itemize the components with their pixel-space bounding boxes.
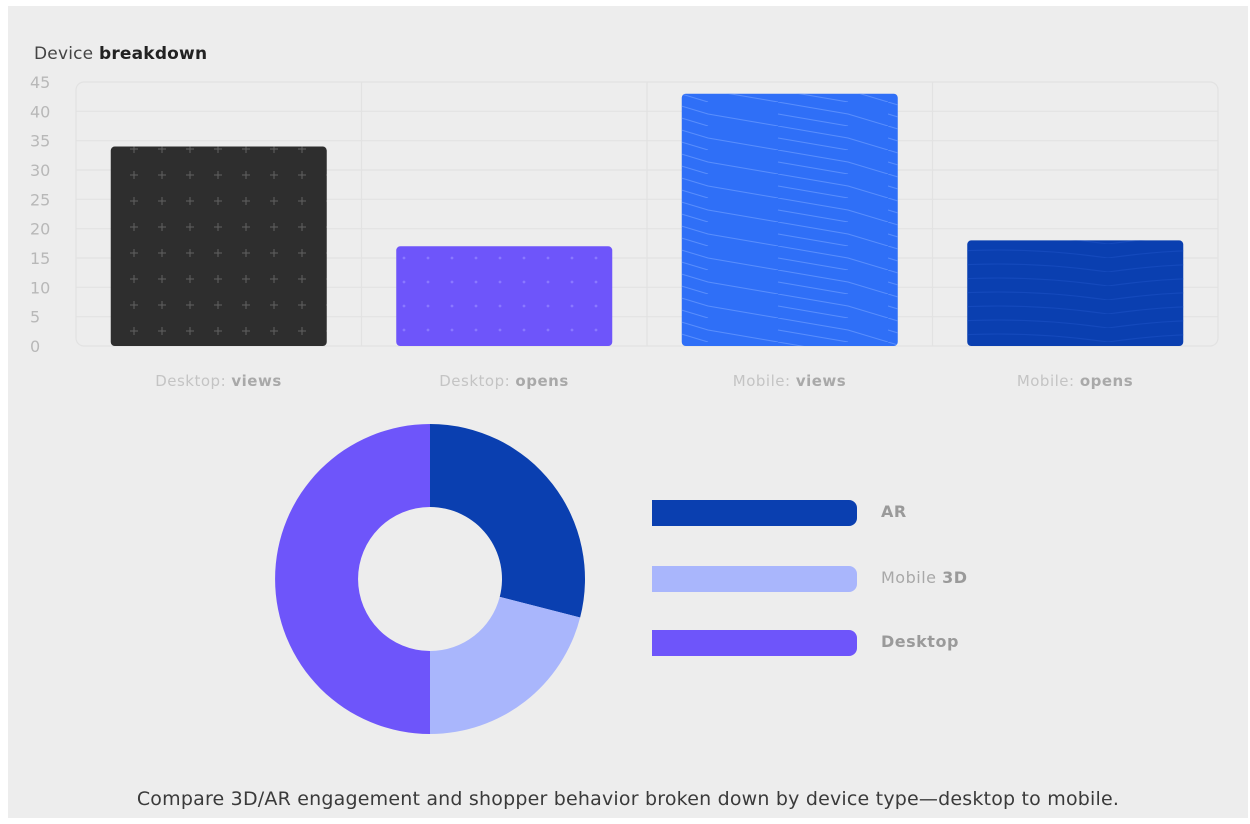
caption: Compare 3D/AR engagement and shopper beh… [136, 788, 1120, 810]
legend-label: Mobile 3D [881, 568, 968, 587]
y-tick-label: 5 [30, 308, 40, 327]
donut-slice [430, 424, 585, 618]
y-tick-label: 15 [30, 249, 50, 268]
bar-3 [681, 93, 898, 346]
x-tick-label: Mobile: views [732, 372, 847, 390]
y-tick-label: 35 [30, 132, 50, 151]
y-tick-label: 25 [30, 190, 50, 209]
y-tick-label: 30 [30, 161, 50, 180]
donut-slice [430, 596, 581, 734]
legend-label: Desktop [881, 632, 959, 651]
x-tick-label: Desktop: opens [439, 372, 569, 390]
legend-swatch [652, 630, 857, 656]
donut-slice [275, 424, 430, 734]
bar-texture [967, 240, 1184, 346]
x-tick-label: Mobile: opens [1016, 372, 1134, 390]
donut-chart [275, 424, 585, 734]
bar-2 [396, 246, 613, 346]
y-tick-label: 45 [30, 73, 50, 92]
bar-4 [967, 240, 1184, 346]
chart-title: Device breakdown [34, 44, 208, 64]
bar-texture [681, 93, 898, 346]
donut-slices [275, 424, 585, 734]
chart-panel: Device breakdown 0 5 10 15 20 25 30 35 40 45 Desk… [8, 6, 1248, 818]
bar-1 [110, 146, 327, 346]
y-axis: 0 5 10 15 20 25 30 35 40 45 [30, 73, 50, 356]
y-tick-label: 20 [30, 220, 50, 239]
y-tick-label: 10 [30, 278, 50, 297]
x-tick-label: Desktop: views [155, 372, 282, 390]
y-tick-label: 0 [30, 337, 40, 356]
bar-series [110, 93, 1184, 346]
y-tick-label: 40 [30, 102, 50, 121]
legend-swatch [652, 500, 857, 526]
bar-texture [396, 246, 613, 346]
bar-chart: 0 5 10 15 20 25 30 35 40 45 [30, 73, 1219, 356]
legend-label: AR [881, 502, 907, 521]
bar-texture [110, 146, 327, 346]
legend-swatch [652, 566, 857, 592]
